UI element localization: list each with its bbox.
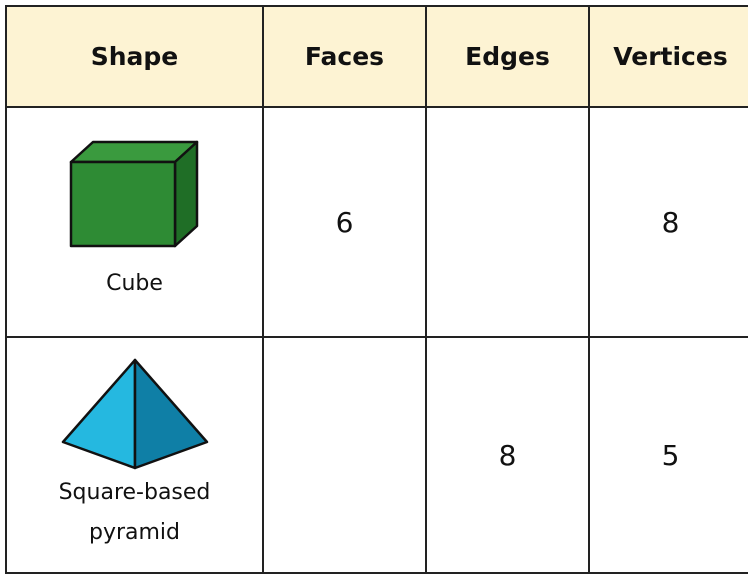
edges-cell [425, 106, 590, 338]
column-header: Shape [5, 5, 264, 108]
edges-cell: 8 [425, 336, 590, 574]
vertices-cell: 8 [588, 106, 748, 338]
column-header: Faces [262, 5, 427, 108]
shape-name: Square-based pyramid [58, 480, 211, 545]
shape-box: Cube [7, 140, 262, 304]
faces-cell [262, 336, 427, 574]
shapes-table: Shape Faces Edges Vertices Cube 6 8 [5, 5, 748, 574]
shape-cell: Square-based pyramid [5, 336, 264, 574]
shape-box: Square-based pyramid [7, 357, 262, 553]
pyramid-icon [61, 358, 208, 470]
header-row: Shape Faces Edges Vertices [5, 5, 748, 108]
faces-cell: 6 [262, 106, 427, 338]
column-header: Vertices [588, 5, 748, 108]
shape-name: Cube [106, 271, 163, 296]
table-row: Square-based pyramid 8 5 [5, 336, 748, 574]
cube-icon [69, 140, 198, 248]
vertices-cell: 5 [588, 336, 748, 574]
table-row: Cube 6 8 [5, 106, 748, 338]
column-header: Edges [425, 5, 590, 108]
shape-cell: Cube [5, 106, 264, 338]
